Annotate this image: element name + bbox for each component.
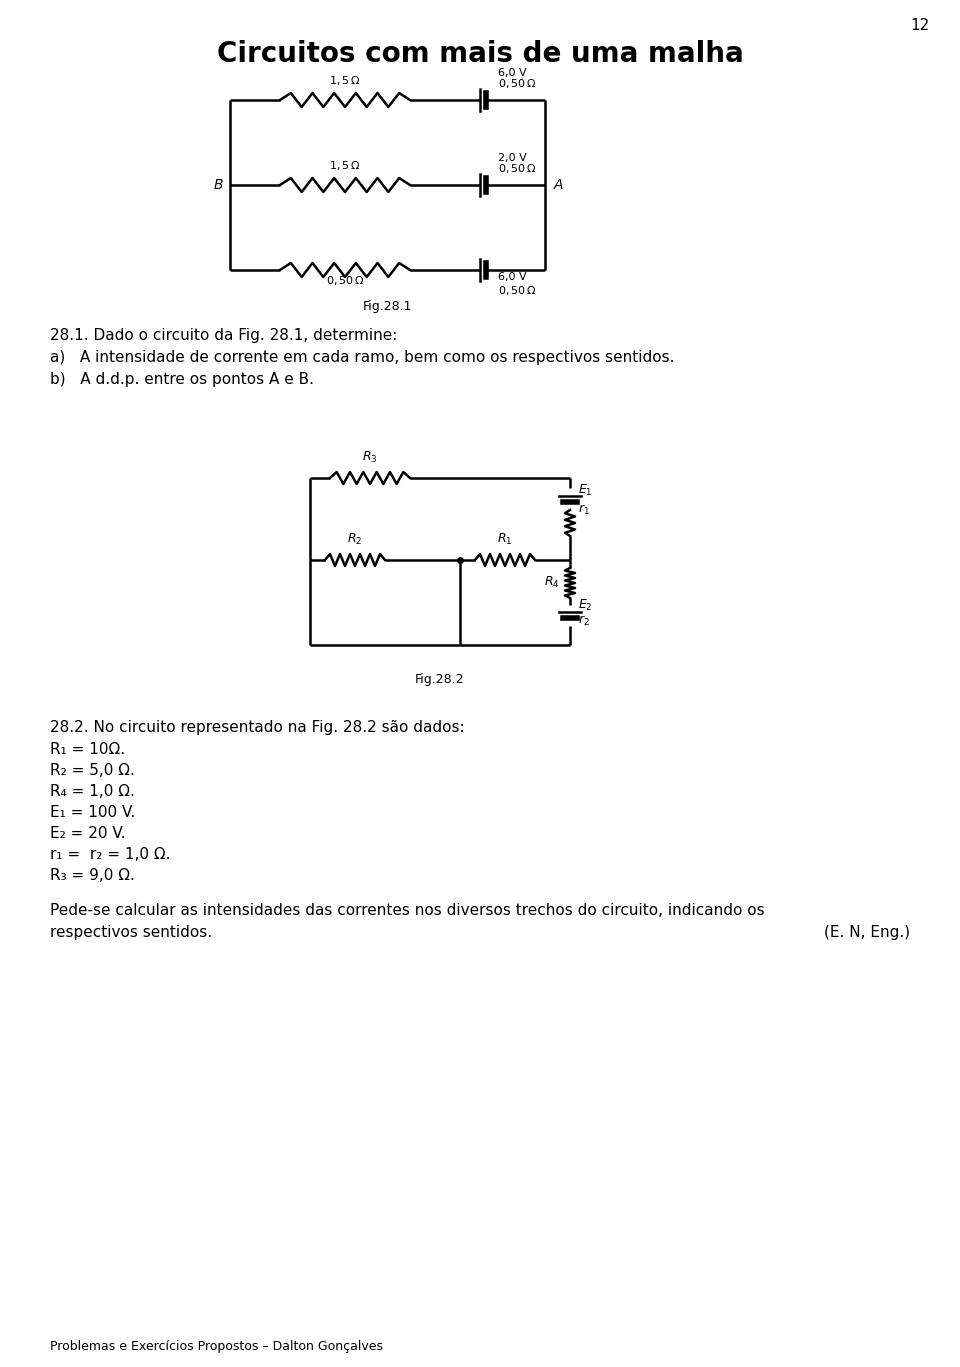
Text: $r_2$: $r_2$ <box>578 614 589 627</box>
Text: $E_1$: $E_1$ <box>578 483 592 498</box>
Text: R₂ = 5,0 Ω.: R₂ = 5,0 Ω. <box>50 763 134 778</box>
Text: 2,0 V: 2,0 V <box>498 153 527 163</box>
Text: respectivos sentidos.: respectivos sentidos. <box>50 925 212 940</box>
Text: $0,50\,\Omega$: $0,50\,\Omega$ <box>498 163 537 175</box>
Text: $1,5\,\Omega$: $1,5\,\Omega$ <box>329 159 361 172</box>
Text: $R_1$: $R_1$ <box>497 532 513 547</box>
Text: 6,0 V: 6,0 V <box>498 68 527 78</box>
Text: Fig.28.2: Fig.28.2 <box>416 673 465 686</box>
Text: (E. N, Eng.): (E. N, Eng.) <box>824 925 910 940</box>
Text: E₁ = 100 V.: E₁ = 100 V. <box>50 805 135 820</box>
Text: Circuitos com mais de uma malha: Circuitos com mais de uma malha <box>217 40 743 68</box>
Text: Fig.28.1: Fig.28.1 <box>362 299 412 313</box>
Text: $R_2$: $R_2$ <box>348 532 363 547</box>
Text: Problemas e Exercícios Propostos – Dalton Gonçalves: Problemas e Exercícios Propostos – Dalto… <box>50 1340 383 1353</box>
Text: $r_1$: $r_1$ <box>578 503 589 517</box>
Text: E₂ = 20 V.: E₂ = 20 V. <box>50 826 126 841</box>
Text: 28.2. No circuito representado na Fig. 28.2 são dados:: 28.2. No circuito representado na Fig. 2… <box>50 720 465 735</box>
Text: b)   A d.d.p. entre os pontos A e B.: b) A d.d.p. entre os pontos A e B. <box>50 372 314 387</box>
Text: $1,5\,\Omega$: $1,5\,\Omega$ <box>329 74 361 87</box>
Text: R₄ = 1,0 Ω.: R₄ = 1,0 Ω. <box>50 785 134 798</box>
Text: 12: 12 <box>911 18 930 33</box>
Text: r₁ =  r₂ = 1,0 Ω.: r₁ = r₂ = 1,0 Ω. <box>50 848 171 863</box>
Text: $0,50\,\Omega$: $0,50\,\Omega$ <box>325 273 365 287</box>
Text: $0,50\,\Omega$: $0,50\,\Omega$ <box>498 77 537 90</box>
Text: $E_2$: $E_2$ <box>578 597 592 614</box>
Text: a)   A intensidade de corrente em cada ramo, bem como os respectivos sentidos.: a) A intensidade de corrente em cada ram… <box>50 350 675 365</box>
Text: R₁ = 10Ω.: R₁ = 10Ω. <box>50 742 125 757</box>
Text: $0,50\,\Omega$: $0,50\,\Omega$ <box>498 284 537 297</box>
Text: $R_3$: $R_3$ <box>362 450 378 465</box>
Text: $B$: $B$ <box>213 178 224 191</box>
Text: 28.1. Dado o circuito da Fig. 28.1, determine:: 28.1. Dado o circuito da Fig. 28.1, dete… <box>50 328 397 343</box>
Text: $R_4$: $R_4$ <box>544 574 560 589</box>
Text: Pede-se calcular as intensidades das correntes nos diversos trechos do circuito,: Pede-se calcular as intensidades das cor… <box>50 904 764 919</box>
Text: $A$: $A$ <box>553 178 564 191</box>
Text: R₃ = 9,0 Ω.: R₃ = 9,0 Ω. <box>50 868 134 883</box>
Text: 6,0 V: 6,0 V <box>498 272 527 282</box>
